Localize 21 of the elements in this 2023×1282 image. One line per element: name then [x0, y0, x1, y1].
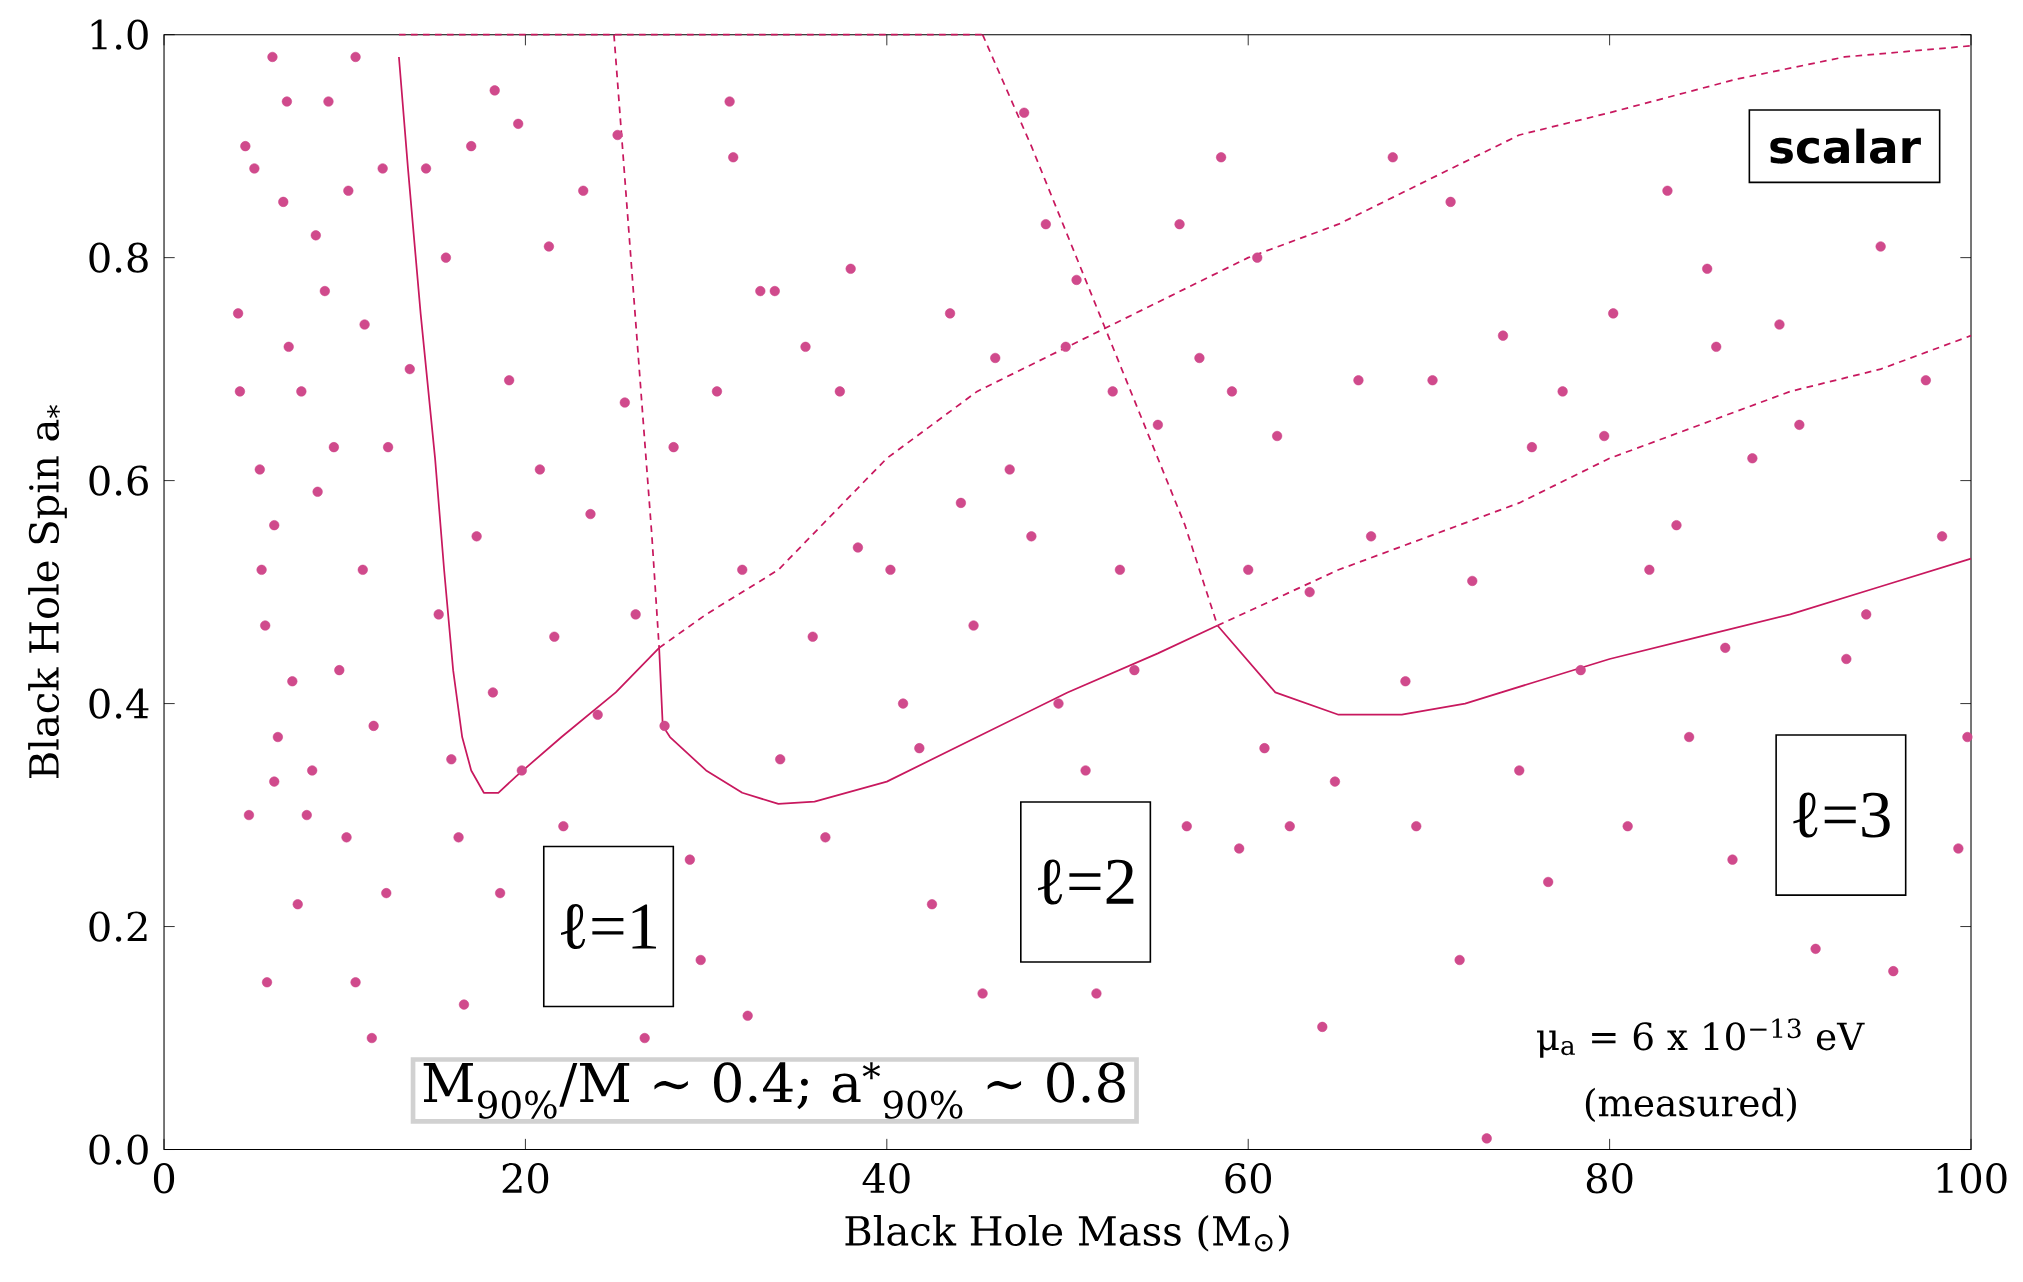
x-tick-label: 60: [1225, 1163, 1271, 1194]
y-tick-label: 0.2: [89, 911, 147, 942]
annotation: ℓ=1: [561, 904, 656, 950]
y-tick-label: 1.0: [91, 19, 148, 51]
y-tick-label: 0.6: [89, 465, 148, 496]
y-axis-title: Black Hole Spin a$_{*}$: [28, 405, 67, 779]
y-tick-label: 0.8: [89, 242, 148, 273]
x-tick-label: 80: [1586, 1163, 1633, 1194]
x-tick-label: 40: [862, 1163, 910, 1194]
x-tick-label: 20: [502, 1163, 549, 1194]
annotation: ℓ=2: [1038, 859, 1134, 905]
x-tick-label: 100: [1937, 1163, 2007, 1194]
annotation: ℓ=3: [1793, 792, 1890, 838]
annotation: μ$_{a}$ = 6 x 10$^{−13}$ eV: [1537, 1018, 1865, 1058]
annotation: M$_{90%}$/M ∼ 0.4; a$^{*}$$_{90%}$ ∼ 0.8: [423, 1062, 1125, 1119]
annotation: (measured): [1585, 1088, 1796, 1123]
y-tick-label: 0.4: [89, 688, 149, 719]
x-axis-title: Black Hole Mass (M$_{⊙}$): [845, 1215, 1289, 1252]
x-tick-label: 0: [153, 1163, 175, 1194]
annotation: scalar: [1770, 128, 1921, 164]
y-tick-label: 0.0: [89, 1134, 148, 1165]
